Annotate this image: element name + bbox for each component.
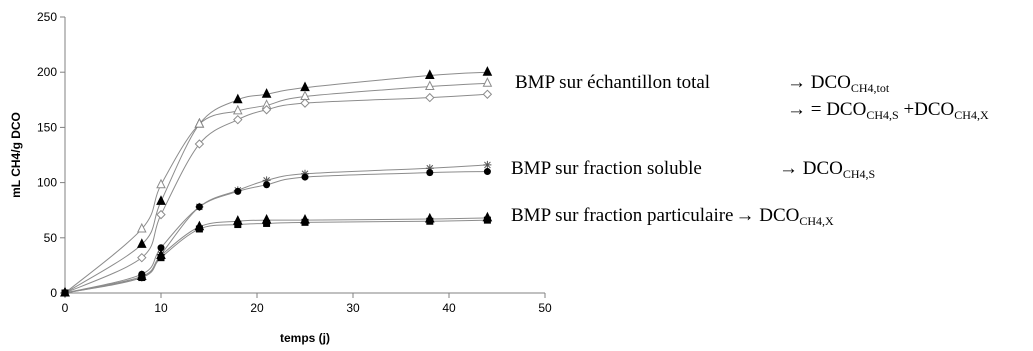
annotation-total-label: BMP sur échantillon total — [515, 73, 710, 92]
series-6-point — [263, 220, 270, 227]
series-6-point — [138, 274, 145, 281]
y-tick-label: 0 — [50, 286, 57, 300]
series-4-point — [263, 181, 270, 188]
series-2-point — [483, 90, 491, 98]
x-tick-label: 50 — [538, 301, 552, 315]
series-4-line — [65, 172, 487, 293]
series-0-point — [483, 67, 491, 75]
series-4-point — [196, 203, 203, 210]
annotation-soluble-formula: → DCOCH4,S — [779, 159, 875, 178]
series-6-point — [62, 290, 69, 297]
y-tick-label: 200 — [37, 65, 57, 79]
series-1-point — [483, 78, 491, 86]
series-4-point — [426, 169, 433, 176]
y-tick-label: 50 — [44, 231, 58, 245]
series-0-line — [65, 72, 487, 293]
x-tick-label: 0 — [62, 301, 69, 315]
annotation-soluble-label: BMP sur fraction soluble — [511, 159, 702, 178]
series-0-point — [301, 83, 309, 91]
annotation-total-formula: → DCOCH4,tot — [787, 73, 889, 92]
x-tick-label: 40 — [442, 301, 456, 315]
y-tick-label: 100 — [37, 176, 57, 190]
series-6-point — [158, 254, 165, 261]
series-3-line — [65, 165, 487, 293]
series-2-point — [157, 211, 165, 219]
series-6-point — [302, 219, 309, 226]
series-6-point — [234, 221, 241, 228]
y-axis-title: mL CH4/g DCO — [9, 112, 23, 198]
y-tick-label: 150 — [37, 120, 57, 134]
series-2-point — [234, 116, 242, 124]
series-6-line — [65, 220, 487, 293]
series-0-point — [157, 196, 165, 204]
axes: 0 50 100 150 200 250 0 10 20 30 40 50 — [37, 10, 552, 315]
x-tick-label: 20 — [250, 301, 264, 315]
x-axis-title: temps (j) — [280, 331, 330, 345]
series-6-point — [196, 225, 203, 232]
series-0-point — [138, 239, 146, 247]
series-4-point — [484, 168, 491, 175]
series-0-point — [426, 71, 434, 79]
y-tick-label: 250 — [37, 10, 57, 24]
series-1-point — [301, 91, 309, 99]
x-tick-label: 10 — [154, 301, 168, 315]
series-2-point — [426, 94, 434, 102]
series-4-point — [302, 174, 309, 181]
series-curves — [65, 72, 487, 293]
series-6-point — [484, 217, 491, 224]
series-2-line — [65, 94, 487, 293]
series-1-point — [426, 82, 434, 90]
series-2-point — [301, 99, 309, 107]
series-4-point — [234, 188, 241, 195]
series-1-line — [65, 83, 487, 293]
series-3-point — [483, 161, 491, 169]
annotation-particulate-label: BMP sur fraction particulaire → DCOCH4,X — [511, 206, 834, 225]
x-tick-label: 30 — [346, 301, 360, 315]
series-6-point — [426, 218, 433, 225]
series-1-point — [157, 180, 165, 188]
annotation-sum-formula: → = DCOCH4,S +DCOCH4,X — [787, 100, 989, 119]
